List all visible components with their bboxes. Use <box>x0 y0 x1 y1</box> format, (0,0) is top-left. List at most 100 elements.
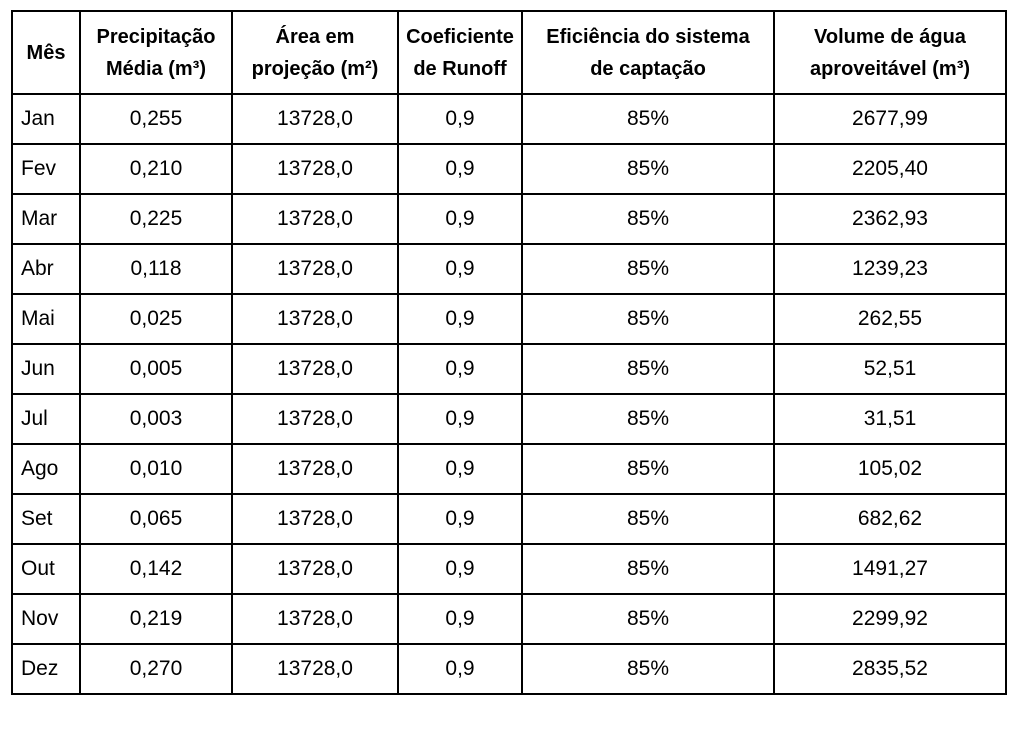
cell-volume: 2205,40 <box>773 143 1007 195</box>
cell-efficiency: 85% <box>521 543 775 595</box>
cell-area: 13728,0 <box>231 593 399 645</box>
cell-efficiency: 85% <box>521 143 775 195</box>
header-precipitation: Precipitação Média (m³) <box>79 10 233 95</box>
cell-volume: 1239,23 <box>773 243 1007 295</box>
cell-area: 13728,0 <box>231 643 399 695</box>
cell-area: 13728,0 <box>231 543 399 595</box>
cell-efficiency: 85% <box>521 393 775 445</box>
cell-runoff: 0,9 <box>397 543 523 595</box>
cell-month: Fev <box>11 143 81 195</box>
cell-efficiency: 85% <box>521 343 775 395</box>
cell-precipitation: 0,210 <box>79 143 233 195</box>
cell-efficiency: 85% <box>521 643 775 695</box>
cell-area: 13728,0 <box>231 393 399 445</box>
cell-precipitation: 0,142 <box>79 543 233 595</box>
cell-volume: 52,51 <box>773 343 1007 395</box>
cell-month: Jan <box>11 93 81 145</box>
header-volume-line1: Volume de água <box>814 25 966 48</box>
cell-precipitation: 0,005 <box>79 343 233 395</box>
cell-runoff: 0,9 <box>397 193 523 245</box>
cell-precipitation: 0,219 <box>79 593 233 645</box>
cell-precipitation: 0,065 <box>79 493 233 545</box>
cell-efficiency: 85% <box>521 193 775 245</box>
cell-month: Mai <box>11 293 81 345</box>
cell-volume: 2362,93 <box>773 193 1007 245</box>
cell-runoff: 0,9 <box>397 593 523 645</box>
cell-runoff: 0,9 <box>397 443 523 495</box>
header-month-text: Mês <box>26 41 66 64</box>
table-row: Mai 0,025 13728,0 0,9 85% 262,55 <box>11 293 1007 345</box>
rainwater-table: Mês Precipitação Média (m³) Área em proj… <box>11 10 1007 695</box>
table-row: Jun 0,005 13728,0 0,9 85% 52,51 <box>11 343 1007 395</box>
cell-precipitation: 0,255 <box>79 93 233 145</box>
cell-volume: 2299,92 <box>773 593 1007 645</box>
table-row: Jan 0,255 13728,0 0,9 85% 2677,99 <box>11 93 1007 145</box>
cell-volume: 262,55 <box>773 293 1007 345</box>
cell-efficiency: 85% <box>521 293 775 345</box>
cell-area: 13728,0 <box>231 293 399 345</box>
cell-efficiency: 85% <box>521 593 775 645</box>
header-efficiency-line2: de captação <box>590 57 706 80</box>
cell-runoff: 0,9 <box>397 643 523 695</box>
cell-precipitation: 0,118 <box>79 243 233 295</box>
cell-runoff: 0,9 <box>397 343 523 395</box>
cell-runoff: 0,9 <box>397 393 523 445</box>
table-row: Dez 0,270 13728,0 0,9 85% 2835,52 <box>11 643 1007 695</box>
cell-area: 13728,0 <box>231 493 399 545</box>
cell-efficiency: 85% <box>521 93 775 145</box>
header-runoff-line2: de Runoff <box>413 57 507 80</box>
cell-month: Nov <box>11 593 81 645</box>
table-row: Nov 0,219 13728,0 0,9 85% 2299,92 <box>11 593 1007 645</box>
cell-efficiency: 85% <box>521 443 775 495</box>
cell-month: Out <box>11 543 81 595</box>
cell-volume: 105,02 <box>773 443 1007 495</box>
cell-area: 13728,0 <box>231 443 399 495</box>
cell-area: 13728,0 <box>231 343 399 395</box>
cell-month: Set <box>11 493 81 545</box>
cell-month: Mar <box>11 193 81 245</box>
cell-area: 13728,0 <box>231 143 399 195</box>
header-area: Área em projeção (m²) <box>231 10 399 95</box>
cell-volume: 1491,27 <box>773 543 1007 595</box>
cell-month: Dez <box>11 643 81 695</box>
header-precipitation-line2: Média (m³) <box>106 57 206 80</box>
header-row: Mês Precipitação Média (m³) Área em proj… <box>11 10 1007 95</box>
table-row: Jul 0,003 13728,0 0,9 85% 31,51 <box>11 393 1007 445</box>
cell-month: Jun <box>11 343 81 395</box>
cell-efficiency: 85% <box>521 243 775 295</box>
cell-area: 13728,0 <box>231 243 399 295</box>
cell-area: 13728,0 <box>231 93 399 145</box>
cell-precipitation: 0,025 <box>79 293 233 345</box>
table-row: Ago 0,010 13728,0 0,9 85% 105,02 <box>11 443 1007 495</box>
table-row: Fev 0,210 13728,0 0,9 85% 2205,40 <box>11 143 1007 195</box>
cell-area: 13728,0 <box>231 193 399 245</box>
cell-runoff: 0,9 <box>397 93 523 145</box>
cell-precipitation: 0,003 <box>79 393 233 445</box>
cell-efficiency: 85% <box>521 493 775 545</box>
table-body: Jan 0,255 13728,0 0,9 85% 2677,99 Fev 0,210 1372… <box>11 93 1007 695</box>
cell-volume: 2835,52 <box>773 643 1007 695</box>
header-area-line2: projeção (m²) <box>251 57 379 80</box>
cell-volume: 31,51 <box>773 393 1007 445</box>
table-row: Abr 0,118 13728,0 0,9 85% 1239,23 <box>11 243 1007 295</box>
cell-precipitation: 0,010 <box>79 443 233 495</box>
cell-volume: 682,62 <box>773 493 1007 545</box>
cell-volume: 2677,99 <box>773 93 1007 145</box>
cell-runoff: 0,9 <box>397 493 523 545</box>
header-efficiency: Eficiência do sistema de captação <box>521 10 775 95</box>
cell-runoff: 0,9 <box>397 293 523 345</box>
cell-runoff: 0,9 <box>397 243 523 295</box>
table-row: Mar 0,225 13728,0 0,9 85% 2362,93 <box>11 193 1007 245</box>
header-volume: Volume de água aproveitável (m³) <box>773 10 1007 95</box>
table-header: Mês Precipitação Média (m³) Área em proj… <box>11 10 1007 95</box>
header-month: Mês <box>11 10 81 95</box>
header-precipitation-line1: Precipitação <box>96 25 216 48</box>
cell-precipitation: 0,270 <box>79 643 233 695</box>
header-efficiency-line1: Eficiência do sistema <box>546 25 750 48</box>
table-row: Set 0,065 13728,0 0,9 85% 682,62 <box>11 493 1007 545</box>
cell-month: Ago <box>11 443 81 495</box>
header-volume-line2: aproveitável (m³) <box>809 57 971 80</box>
cell-month: Abr <box>11 243 81 295</box>
header-runoff-line1: Coeficiente <box>406 25 514 48</box>
cell-precipitation: 0,225 <box>79 193 233 245</box>
